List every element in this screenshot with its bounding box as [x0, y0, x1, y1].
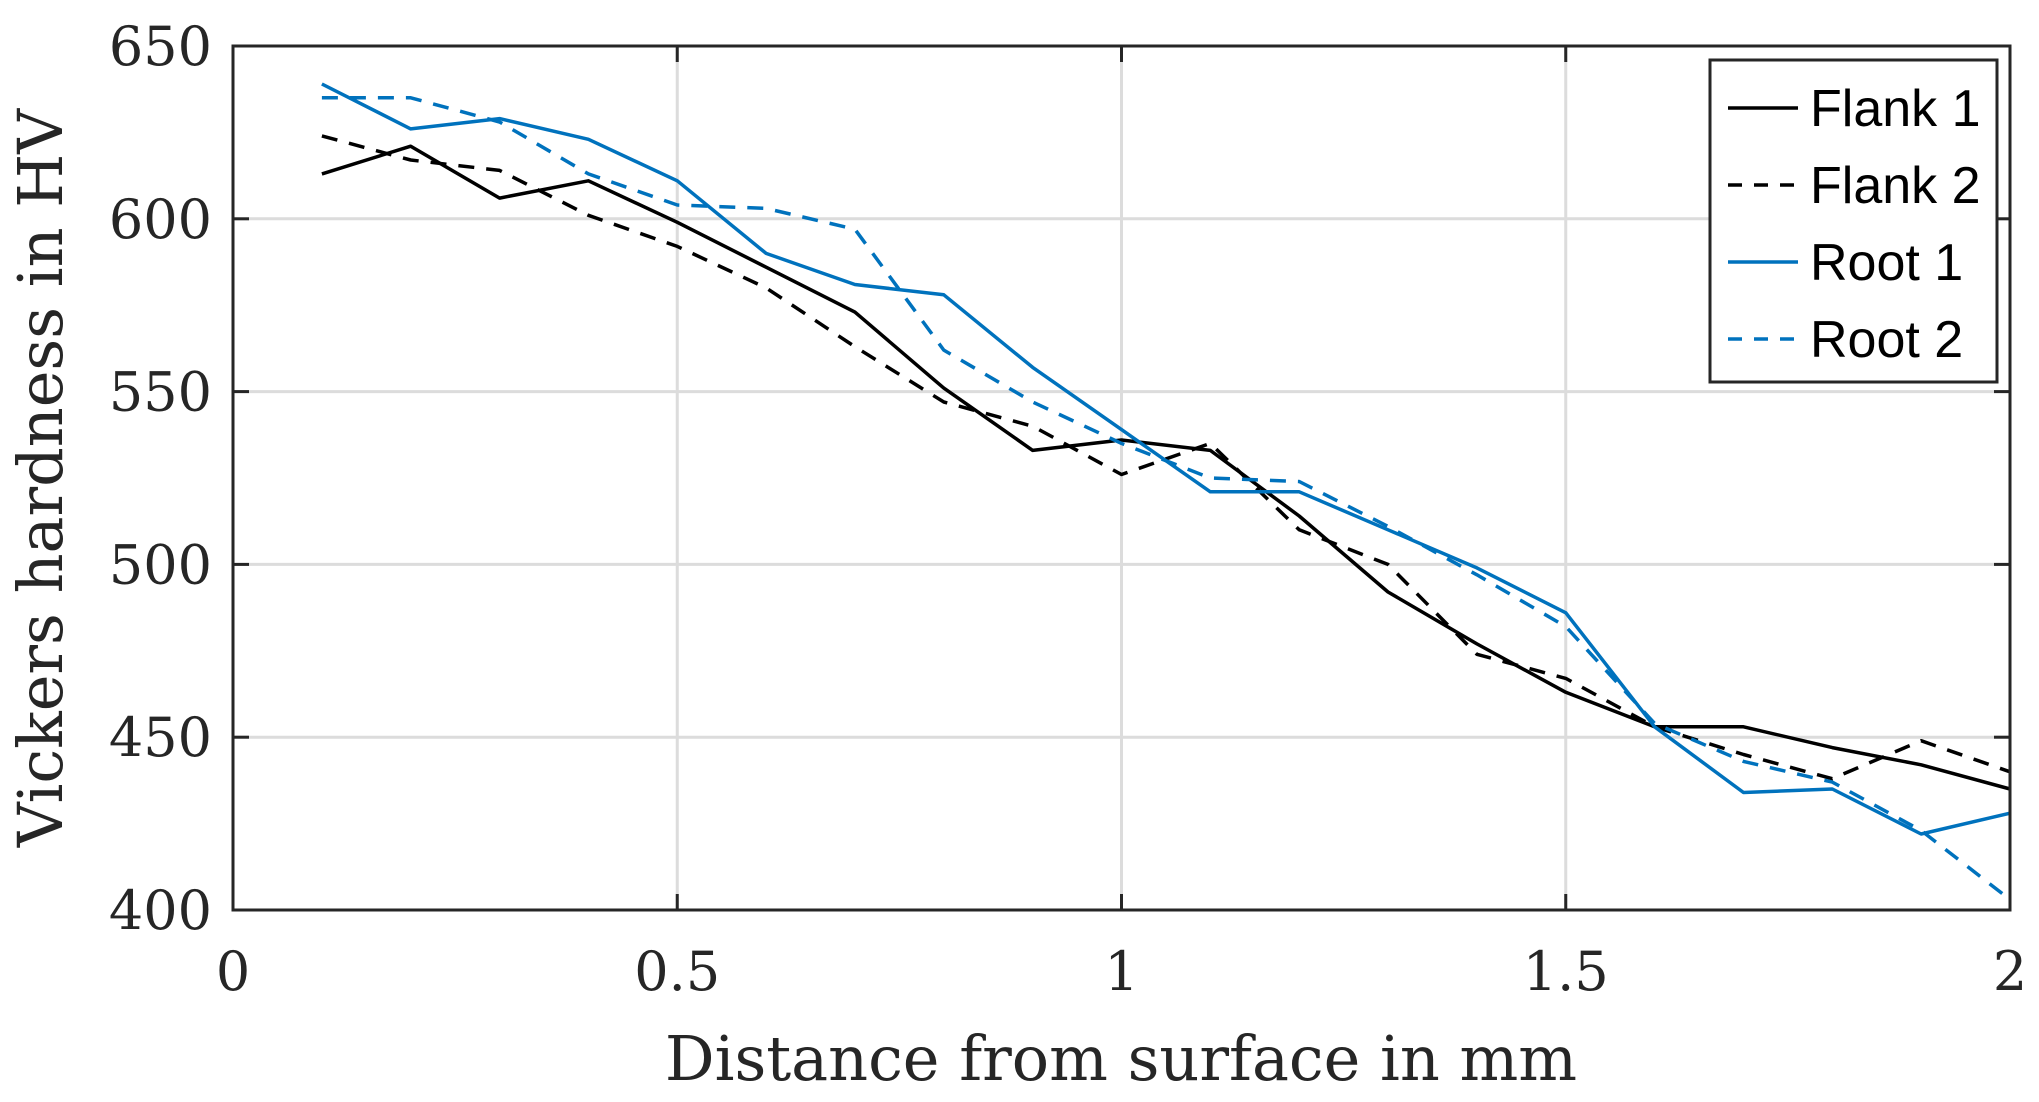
y-tick-label-400: 400: [109, 879, 212, 942]
legend-label-root-2: Root 2: [1810, 311, 1963, 369]
series-line-flank-1: [321, 144, 2011, 791]
y-tick-label-650: 650: [109, 15, 212, 78]
legend: Flank 1 Flank 2 Root 1 Root 2: [1708, 58, 1999, 384]
y-tick-label-500: 500: [109, 533, 212, 596]
legend-label-flank-2: Flank 2: [1810, 157, 1981, 215]
series-group: [321, 82, 2012, 901]
x-tick-label-0-5: 0.5: [634, 940, 720, 1003]
y-tick-label-450: 450: [109, 706, 212, 769]
x-axis-label: Distance from surface in mm: [665, 1022, 1577, 1095]
legend-label-root-1: Root 1: [1810, 234, 1963, 292]
series-line-root-2: [321, 96, 2012, 901]
x-tick-label-1: 1: [1104, 940, 1138, 1003]
ticks: [231, 44, 2012, 912]
x-tick-label-0: 0: [216, 940, 250, 1003]
tick-labels: 0 0.5 1 1.5 2 400 450 500 550 600 650: [109, 15, 2027, 1003]
legend-box: [1708, 58, 1999, 384]
legend-label-flank-1: Flank 1: [1810, 80, 1981, 138]
y-tick-label-550: 550: [109, 361, 212, 424]
y-tick-label-600: 600: [109, 188, 212, 251]
x-tick-label-1-5: 1.5: [1523, 940, 1609, 1003]
x-tick-label-2: 2: [1993, 940, 2027, 1003]
y-axis-label: Vickers hardness in HV: [4, 108, 77, 848]
